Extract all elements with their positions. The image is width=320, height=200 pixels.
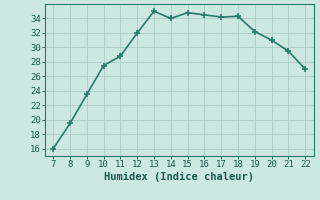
X-axis label: Humidex (Indice chaleur): Humidex (Indice chaleur) <box>104 172 254 182</box>
